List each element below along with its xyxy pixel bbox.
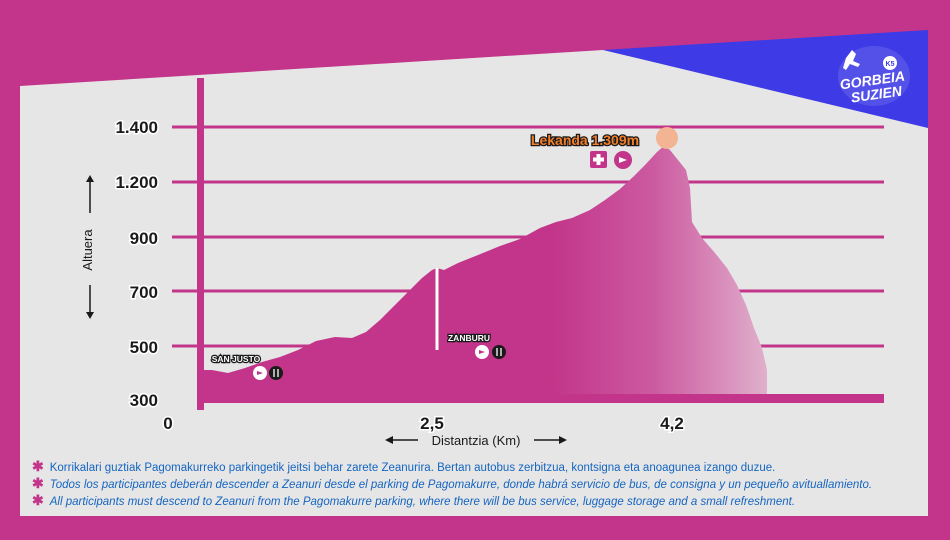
checkpoint-label: SAN JUSTO bbox=[212, 354, 261, 364]
corner-accent bbox=[603, 30, 928, 128]
checkpoint-label: ZANBURU bbox=[448, 333, 490, 343]
y-tick-label: 900 bbox=[130, 229, 158, 248]
checkpoint-zanburu: ZANBURU bbox=[447, 332, 506, 359]
y-tick-label: 500 bbox=[130, 338, 158, 357]
x-tick-label: 0 bbox=[163, 414, 172, 433]
arrow-right-icon bbox=[559, 436, 567, 444]
food-icon bbox=[269, 366, 283, 380]
y-tick-label: 300 bbox=[130, 391, 158, 410]
runner-icon bbox=[843, 50, 860, 70]
y-tick-label: 1.400 bbox=[115, 118, 158, 137]
y-tick-label: 1.200 bbox=[115, 173, 158, 192]
food-icon bbox=[492, 345, 506, 359]
x-tick-label: 2,5 bbox=[420, 414, 444, 433]
note-text: All participants must descend to Zeanuri… bbox=[49, 496, 796, 508]
note-text: Todos los participantes deberán descende… bbox=[49, 479, 873, 491]
y-axis-title: Altuera bbox=[80, 229, 95, 271]
y-axis bbox=[197, 78, 204, 410]
elevation-area bbox=[200, 146, 767, 394]
peak-label: Lekanda 1.309m bbox=[531, 132, 639, 148]
logo-badge-text: K5 bbox=[886, 61, 895, 68]
checkpoint-san-justo: SAN JUSTO bbox=[211, 353, 283, 380]
asterisk-icon: ✱ bbox=[32, 492, 44, 508]
peak-circle bbox=[656, 127, 678, 149]
y-tick-labels: 1.400 1.200 900 700 500 300 bbox=[114, 117, 160, 412]
y-axis-title-group: Altuera bbox=[80, 175, 95, 319]
asterisk-icon: ✱ bbox=[32, 475, 44, 491]
note-english: ✱ All participants must descend to Zeanur… bbox=[32, 492, 795, 509]
arrow-left-icon bbox=[385, 436, 393, 444]
logo: K5 GORBEIA SUZIEN bbox=[838, 46, 910, 106]
arrow-up-icon bbox=[86, 175, 94, 182]
x-tick-labels: 0 2,5 4,2 bbox=[162, 413, 686, 435]
x-axis-title-group: Distantzia (Km) bbox=[385, 433, 567, 448]
logo-line2: SUZIEN bbox=[850, 82, 904, 105]
arrow-down-icon bbox=[86, 312, 94, 319]
x-tick-label: 4,2 bbox=[660, 414, 684, 433]
note-basque: ✱ Korrikalari guztiak Pagomakurreko parki… bbox=[32, 458, 775, 475]
asterisk-icon: ✱ bbox=[32, 458, 44, 474]
logo-badge bbox=[883, 56, 897, 70]
x-axis bbox=[197, 394, 884, 403]
y-tick-label: 700 bbox=[130, 283, 158, 302]
note-text: Korrikalari guztiak Pagomakurreko parkin… bbox=[49, 462, 776, 474]
note-spanish: ✱ Todos los participantes deberán descend… bbox=[32, 475, 872, 492]
peak-marker: Lekanda 1.309m bbox=[530, 127, 678, 169]
x-axis-title: Distantzia (Km) bbox=[432, 433, 521, 448]
